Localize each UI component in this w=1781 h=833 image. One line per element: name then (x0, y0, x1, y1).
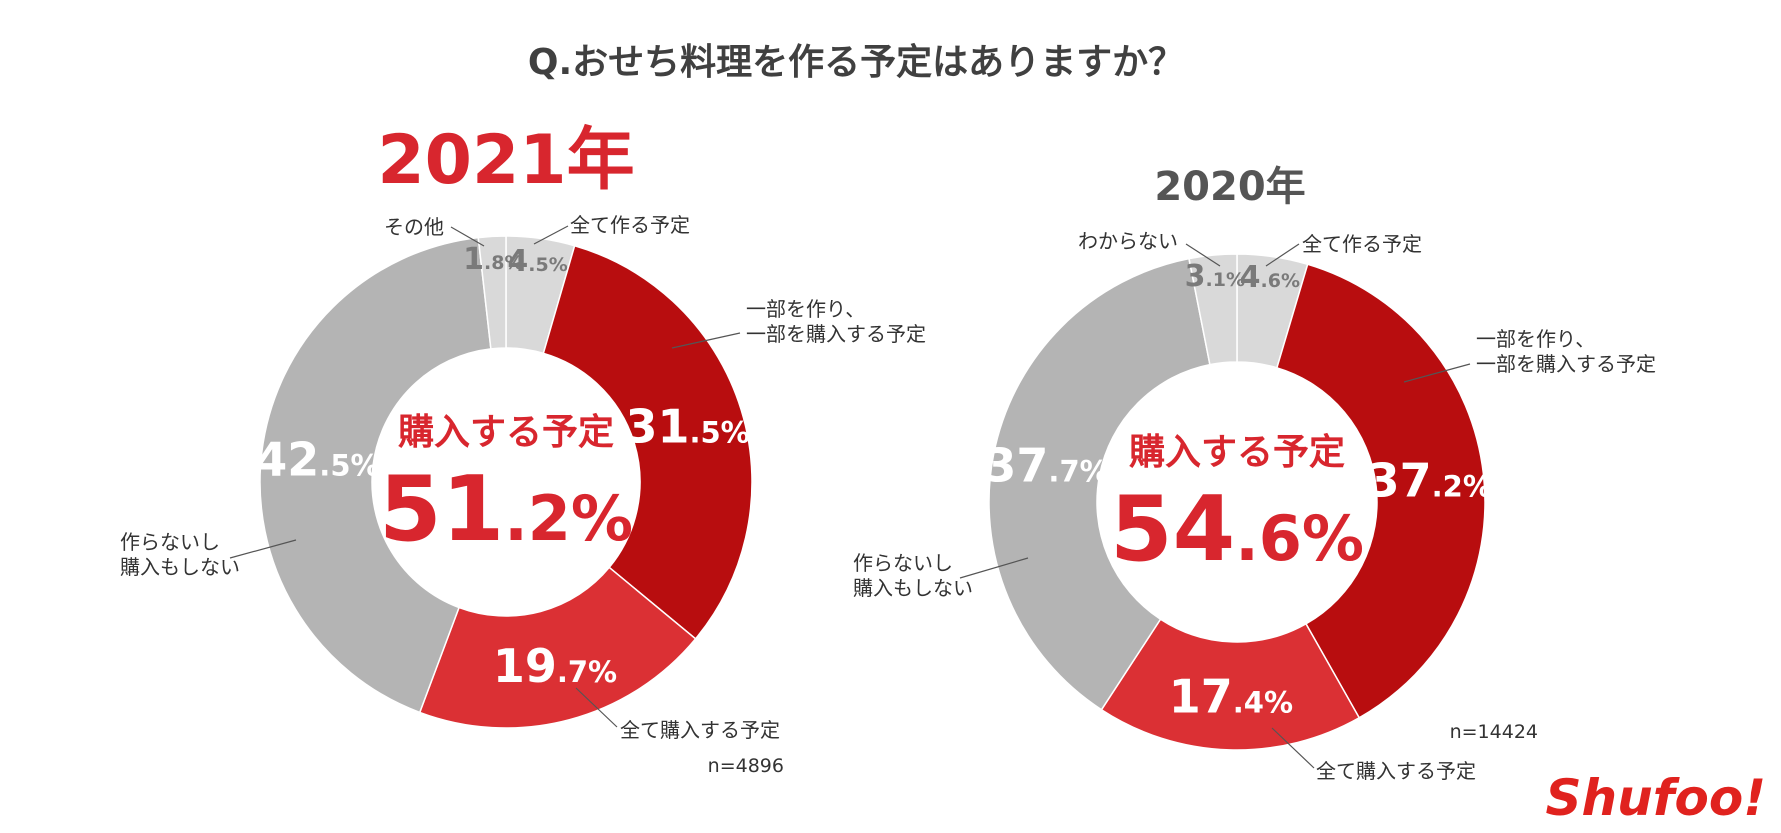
leader-line (1271, 727, 1315, 769)
category-label: 作らないし購入もしない (853, 551, 973, 600)
slice-value-label: 4.6% (1240, 260, 1300, 295)
chart-2020-year-title: 2020年 (1154, 164, 1305, 210)
category-label: 一部を作り、一部を購入する予定 (746, 297, 926, 346)
chart-2021-sample-size: n=4896 (708, 755, 784, 777)
slice-value-label: 17.4% (1169, 669, 1293, 723)
leader-line (959, 557, 1029, 579)
donut-chart-2020: 4.6%全て作る予定 37.2% 一部を作り、一部を購入する予定 17.4% 全て購入す… (853, 229, 1656, 783)
center-caption: 購入する予定 (398, 412, 614, 453)
slice-0-4 (477, 235, 507, 350)
leader-line (1403, 363, 1471, 383)
slice-1-2 (1100, 618, 1361, 751)
leader-line (533, 225, 569, 245)
chart-2021-year-title: 2021年 (377, 121, 634, 200)
category-label: 全て作る予定 (1302, 232, 1422, 256)
slice-value-label: 31.5% (625, 400, 749, 454)
shufoo-logo: Shufoo! (1546, 769, 1766, 827)
slice-value-label: 3.1% (1185, 259, 1245, 294)
leader-line (575, 687, 618, 728)
slice-value-label: 42.5% (255, 432, 379, 486)
category-label: 全て作る予定 (570, 213, 690, 237)
slice-1-1 (1275, 263, 1486, 719)
chart-2020-sample-size: n=14424 (1450, 721, 1538, 743)
leader-line (1265, 243, 1300, 267)
category-label: 作らないし購入もしない (120, 530, 240, 579)
center-value: 54.6% (1110, 477, 1364, 582)
center-value: 51.2% (379, 457, 633, 562)
slice-value-label: 19.7% (493, 639, 617, 693)
slice-1-3 (988, 257, 1211, 711)
center-caption: 購入する予定 (1129, 432, 1345, 473)
slice-0-1 (542, 244, 753, 640)
leader-line (450, 226, 485, 247)
slice-value-label: 37.7% (984, 439, 1108, 493)
category-label: わからない (1078, 229, 1178, 253)
category-label: 一部を作り、一部を購入する予定 (1476, 327, 1656, 376)
category-label: 全て購入する予定 (620, 718, 780, 742)
leader-line (1185, 243, 1221, 267)
donut-chart-2021: 4.5%全て作る予定 31.5% 一部を作り、一部を購入する予定 19.7% 全て購入す… (120, 213, 926, 742)
leader-line (671, 332, 741, 349)
slice-value-label: 1.8% (463, 242, 523, 277)
slice-value-label: 4.5% (507, 244, 567, 279)
leader-line (229, 539, 297, 559)
category-label: その他 (384, 215, 444, 239)
category-label: 全て購入する予定 (1316, 759, 1476, 783)
slice-0-2 (418, 566, 697, 729)
chart-title: Q.おせち料理を作る予定はありますか？ (528, 42, 1184, 83)
slice-0-3 (259, 236, 492, 714)
slice-value-label: 37.2% (1368, 454, 1492, 508)
